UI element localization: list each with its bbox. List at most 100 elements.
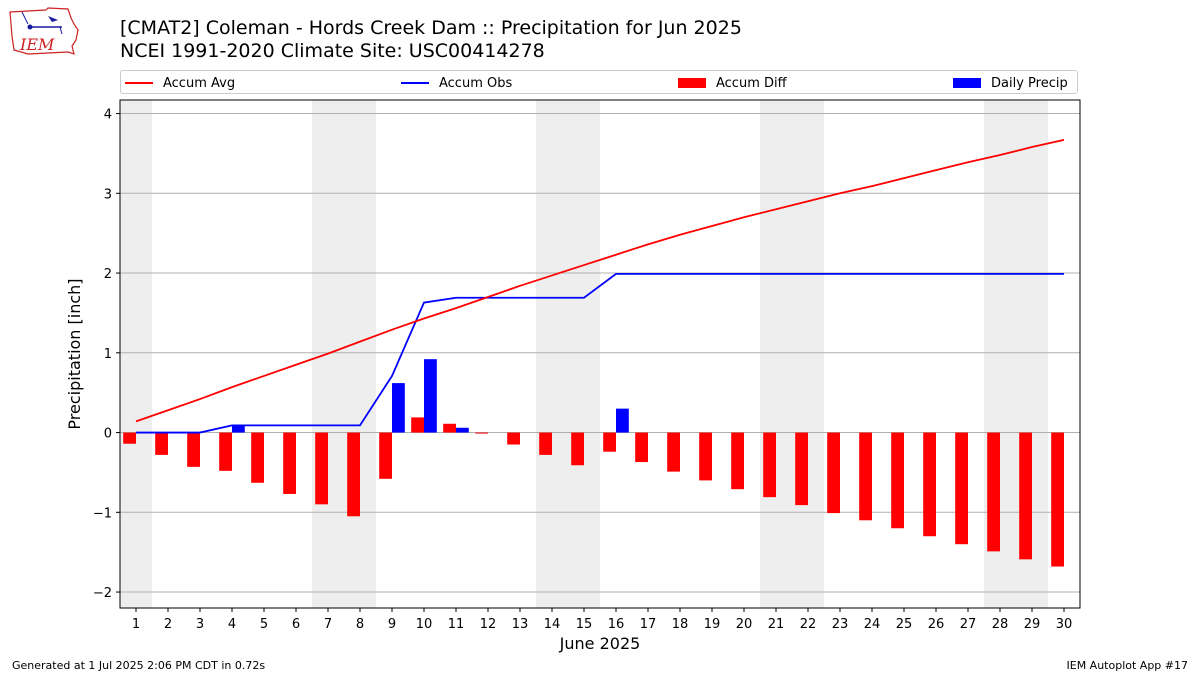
accum-diff-bar — [155, 432, 168, 455]
app-credit: IEM Autoplot App #17 — [1066, 659, 1189, 672]
accum-diff-bar — [379, 432, 392, 479]
x-tick-label: 18 — [672, 617, 689, 632]
accum-diff-bar — [923, 432, 936, 537]
chart-subtitle: NCEI 1991-2020 Climate Site: USC00414278 — [120, 40, 545, 62]
x-tick-label: 23 — [832, 617, 849, 632]
daily-precip-bar — [616, 408, 629, 433]
daily-precip-bar — [456, 427, 469, 433]
accum-diff-bar — [731, 432, 744, 490]
legend-item-accum-avg: Accum Avg — [125, 74, 235, 92]
accum-diff-bar — [507, 432, 520, 445]
accum-diff-bar — [219, 432, 232, 471]
weekend-band — [792, 100, 824, 608]
accum-diff-bar — [859, 432, 872, 521]
legend-label: Accum Obs — [439, 75, 513, 91]
weekend-band — [120, 100, 152, 608]
chart-legend: Accum Avg Accum Obs Accum Diff Daily Pre… — [120, 70, 1078, 94]
accum-obs-line — [136, 272, 1064, 434]
y-tick-label: 4 — [104, 108, 112, 123]
accum-diff-bar — [347, 432, 360, 517]
weekend-band — [760, 100, 792, 608]
x-tick-label: 8 — [356, 617, 364, 632]
weekend-band — [536, 100, 568, 608]
legend-swatch — [678, 78, 706, 88]
accum-diff-bar — [987, 432, 1000, 552]
daily-precip-bar — [424, 359, 437, 433]
y-tick-label: 2 — [104, 267, 112, 282]
legend-item-accum-obs: Accum Obs — [401, 74, 512, 92]
y-tick-label: −2 — [93, 586, 112, 601]
accum-diff-bar — [603, 432, 616, 452]
x-tick-label: 29 — [1024, 617, 1041, 632]
x-tick-label: 3 — [196, 617, 204, 632]
x-tick-label: 28 — [992, 617, 1009, 632]
legend-swatch — [953, 78, 981, 88]
x-tick-label: 6 — [292, 617, 300, 632]
accum-diff-bar — [283, 432, 296, 494]
x-tick-label: 24 — [864, 617, 881, 632]
iem-logo: IEM — [8, 6, 80, 58]
generated-timestamp: Generated at 1 Jul 2025 2:06 PM CDT in 0… — [12, 659, 266, 672]
accum-diff-bar — [315, 432, 328, 505]
x-tick-label: 14 — [544, 617, 561, 632]
daily-precip-bar — [392, 383, 405, 433]
accum-diff-bar — [891, 432, 904, 529]
accum-diff-bar — [795, 432, 808, 506]
weekend-band — [344, 100, 376, 608]
svg-text:IEM: IEM — [19, 35, 55, 54]
accum-diff-bar — [1019, 432, 1032, 560]
x-tick-label: 26 — [928, 617, 945, 632]
x-tick-label: 30 — [1056, 617, 1073, 632]
legend-item-accum-diff: Accum Diff — [678, 74, 787, 92]
x-tick-label: 25 — [896, 617, 913, 632]
y-tick-label: 0 — [104, 427, 112, 442]
accum-diff-bar — [763, 432, 776, 498]
accum-diff-bar — [251, 432, 264, 483]
y-axis-label: Precipitation [inch] — [65, 278, 84, 429]
legend-label: Accum Diff — [716, 75, 787, 91]
x-tick-label: 21 — [768, 617, 785, 632]
accum-diff-bar — [411, 417, 424, 433]
chart-title: [CMAT2] Coleman - Hords Creek Dam :: Pre… — [120, 17, 742, 39]
x-tick-label: 13 — [512, 617, 529, 632]
plot-frame — [119, 99, 1081, 609]
y-tick-label: 1 — [104, 347, 112, 362]
accum-diff-bar — [475, 432, 488, 434]
x-tick-label: 12 — [480, 617, 497, 632]
accum-diff-bar — [123, 432, 136, 444]
x-tick-label: 9 — [388, 617, 396, 632]
x-tick-label: 10 — [416, 617, 433, 632]
x-tick-label: 20 — [736, 617, 753, 632]
y-tick-label: 3 — [104, 187, 112, 202]
x-tick-label: 4 — [228, 617, 236, 632]
legend-label: Daily Precip — [991, 75, 1068, 91]
x-tick-label: 15 — [576, 617, 593, 632]
accum-avg-line — [135, 138, 1065, 423]
x-tick-label: 17 — [640, 617, 657, 632]
x-tick-label: 22 — [800, 617, 817, 632]
accum-diff-bar — [699, 432, 712, 481]
accum-diff-bar — [187, 432, 200, 467]
weekend-band — [568, 100, 600, 608]
legend-swatch — [401, 82, 429, 84]
accum-diff-bar — [955, 432, 968, 545]
x-tick-label: 27 — [960, 617, 977, 632]
accum-diff-bar — [539, 432, 552, 455]
accum-diff-bar — [443, 423, 456, 433]
x-tick-label: 1 — [132, 617, 140, 632]
daily-precip-bar — [232, 425, 245, 433]
accum-diff-bar — [1051, 432, 1064, 567]
x-tick-label: 16 — [608, 617, 625, 632]
legend-swatch — [125, 82, 153, 84]
legend-label: Accum Avg — [163, 75, 236, 91]
accum-diff-bar — [635, 432, 648, 463]
x-tick-label: 19 — [704, 617, 721, 632]
y-tick-label: −1 — [93, 506, 112, 521]
accum-diff-bar — [667, 432, 680, 472]
accum-diff-bar — [827, 432, 840, 514]
x-tick-label: 7 — [324, 617, 332, 632]
x-axis-label: June 2025 — [559, 634, 641, 653]
x-tick-label: 11 — [448, 617, 465, 632]
legend-item-daily-precip: Daily Precip — [953, 74, 1068, 92]
